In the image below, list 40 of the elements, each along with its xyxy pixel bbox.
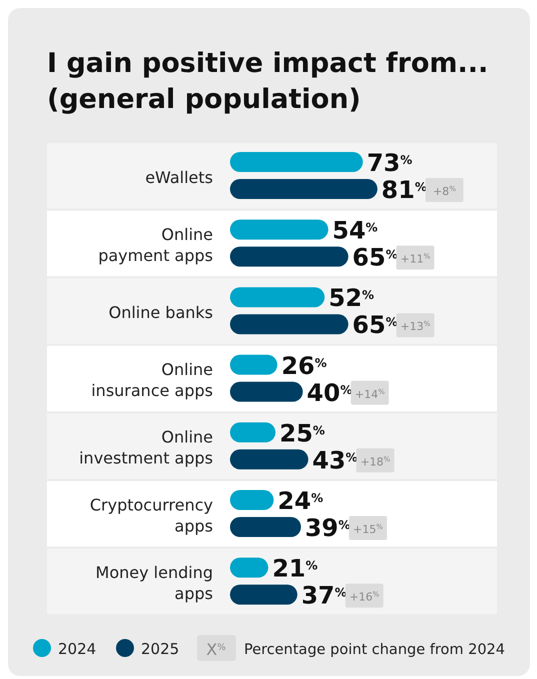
bar <box>230 246 348 267</box>
bar <box>230 382 303 402</box>
y-tick-label: Money lending apps <box>96 562 213 603</box>
bar <box>230 584 298 605</box>
y-tick-label: Online investment apps <box>79 428 213 468</box>
bar <box>230 422 276 442</box>
bar <box>230 449 308 470</box>
data-label: 21$^{%}$ <box>272 554 318 583</box>
data-label: 52$^{%}$ <box>328 284 374 312</box>
data-label: 25$^{%}$ <box>280 419 325 448</box>
legend-label: 2025 <box>141 640 180 658</box>
annotation: +15$^{%}$ <box>353 523 384 536</box>
data-label: 54$^{%}$ <box>332 216 378 245</box>
annotation: +14$^{%}$ <box>354 388 386 401</box>
bar <box>230 517 301 537</box>
y-tick-label: Cryptocurrency apps <box>90 495 213 536</box>
annotation: +16$^{%}$ <box>349 590 380 604</box>
data-label: 73$^{%}$ <box>366 149 412 177</box>
text: X$^{%}$ <box>206 640 226 659</box>
y-tick-label: Online payment apps <box>98 224 213 265</box>
y-tick-label: Online insurance apps <box>91 360 213 400</box>
y-tick-label: Online banks <box>108 303 213 322</box>
annotation: +18$^{%}$ <box>360 455 391 468</box>
bar <box>230 490 274 510</box>
text: +11$^{%}$ <box>400 252 431 266</box>
bar <box>230 152 363 172</box>
chart-title: I gain positive impact from... (general population) <box>47 48 488 115</box>
data-label: 26$^{%}$ <box>281 352 327 380</box>
data-label: 43$^{%}$ <box>312 446 358 474</box>
text: +8$^{%}$ <box>432 185 456 198</box>
bar <box>230 287 325 308</box>
bar <box>230 354 278 375</box>
y-tick-label: eWallets <box>145 168 213 187</box>
text: +13$^{%}$ <box>400 320 431 334</box>
bar <box>230 314 348 334</box>
bar <box>230 179 378 199</box>
legend-label: 2024 <box>58 640 96 658</box>
bar <box>230 220 328 240</box>
data-label: 24$^{%}$ <box>278 487 324 515</box>
text: Percentage point change from 2024 <box>244 642 505 658</box>
